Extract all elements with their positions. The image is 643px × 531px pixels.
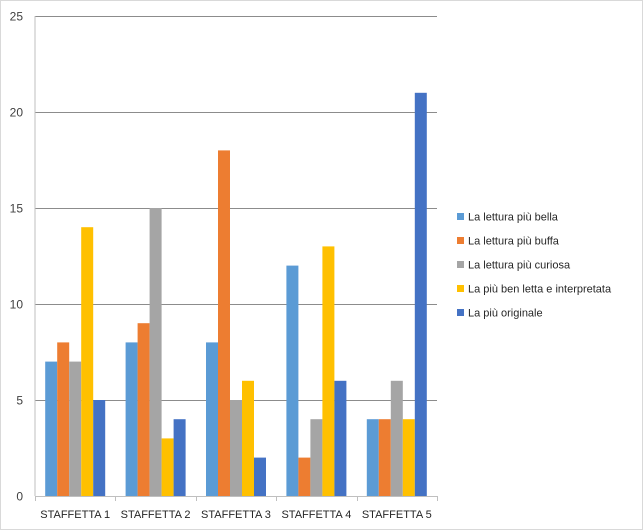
legend-label: La più originale [468,308,543,320]
bar [173,419,186,496]
bar [57,342,70,496]
y-tick-label: 20 [10,106,24,120]
x-axis: STAFFETTA 1 STAFFETTA 2 STAFFETTA 3 STAFFET… [35,496,438,521]
bars [45,92,427,497]
bar [254,457,266,496]
bar [414,92,427,497]
legend-label: La lettura più curiosa [468,260,571,272]
bar [125,342,138,496]
bar [149,208,162,496]
bar [334,380,347,496]
legend-label: La lettura più buffa [468,236,560,248]
legend-swatch [457,285,464,292]
bar [390,380,403,496]
legend-label: La lettura più bella [468,212,559,224]
y-tick-label: 5 [16,394,23,408]
y-tick-label: 10 [10,298,24,312]
bar [93,400,106,496]
bar [206,342,218,496]
bar [310,419,323,496]
legend-label: La più ben letta e interpretata [468,284,612,296]
bar [218,150,230,496]
bar [69,361,82,496]
bar [242,380,254,496]
bar [286,265,299,496]
y-tick-label: 0 [16,490,23,504]
legend-swatch [457,213,464,220]
x-tick-label: STAFFETTA 1 [40,509,110,521]
x-tick-label: STAFFETTA 3 [201,509,271,521]
bar [378,419,391,496]
x-tick-label: STAFFETTA 2 [121,509,191,521]
x-tick-label: STAFFETTA 5 [362,509,432,521]
y-tick-label: 15 [10,202,24,216]
bar [402,419,415,496]
y-axis: 0 5 10 15 20 25 [10,10,36,504]
bar [137,323,150,496]
bar [81,227,94,496]
legend-swatch [457,237,464,244]
legend-swatch [457,309,464,316]
y-tick-label: 25 [10,10,24,24]
legend: La lettura più bella La lettura più buffa… [457,212,612,320]
bar [45,361,58,496]
bar [230,400,242,496]
bar [366,419,379,496]
x-tick-label: STAFFETTA 4 [281,509,351,521]
bar [298,457,311,496]
bar [161,438,174,496]
legend-swatch [457,261,464,268]
bar [322,246,335,496]
